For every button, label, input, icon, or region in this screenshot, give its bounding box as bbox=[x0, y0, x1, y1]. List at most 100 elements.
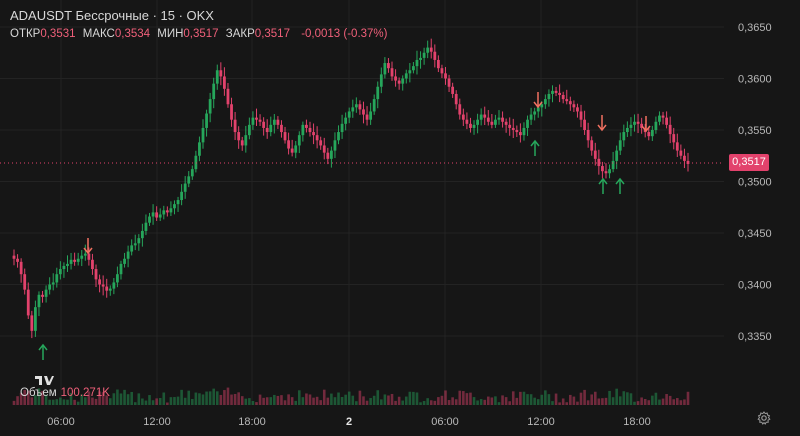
volume-bar bbox=[255, 402, 258, 405]
candle-body bbox=[479, 114, 483, 120]
candle-body bbox=[16, 258, 19, 262]
candle-body bbox=[383, 63, 387, 75]
candle-body bbox=[66, 263, 69, 266]
volume-bar bbox=[233, 393, 237, 405]
volume-bar bbox=[365, 400, 369, 405]
price-tick-label: 0,3350 bbox=[738, 331, 772, 343]
candle-body bbox=[98, 279, 101, 285]
volume-bar bbox=[369, 398, 372, 405]
close-value: 0,3517 bbox=[254, 28, 290, 40]
volume-bar bbox=[422, 400, 426, 405]
candle-body bbox=[590, 140, 594, 151]
volume-bar bbox=[269, 397, 273, 405]
candle-body bbox=[190, 169, 194, 177]
symbol-title[interactable]: ADAUSDT Бессрочные · 15 · OKX bbox=[10, 8, 214, 23]
candle-body bbox=[329, 150, 333, 159]
candle-body bbox=[283, 132, 287, 141]
volume-bar bbox=[37, 388, 41, 405]
candle-body bbox=[551, 90, 554, 94]
tradingview-logo-icon[interactable] bbox=[34, 373, 54, 385]
volume-bar bbox=[415, 392, 419, 405]
volume-bar bbox=[126, 394, 130, 405]
volume-bar bbox=[358, 390, 362, 405]
volume-bar bbox=[276, 395, 280, 405]
buy-arrow-icon bbox=[38, 343, 48, 360]
candle-body bbox=[558, 92, 562, 95]
candle-body bbox=[422, 52, 426, 58]
candle-body bbox=[212, 83, 216, 100]
candle-body bbox=[661, 115, 665, 118]
volume-bar bbox=[173, 397, 176, 405]
time-tick-label: 18:00 bbox=[238, 416, 266, 428]
last-price-tag: 0,3517 bbox=[729, 154, 769, 171]
volume-bar bbox=[251, 400, 255, 405]
gear-icon[interactable] bbox=[757, 411, 771, 425]
candle-body bbox=[486, 117, 490, 122]
open-label: ОТКР bbox=[10, 28, 41, 40]
candle-body bbox=[315, 135, 319, 141]
volume-bar bbox=[508, 401, 511, 405]
volume-bar bbox=[672, 399, 676, 405]
volume-bar bbox=[622, 391, 626, 405]
volume-bar bbox=[540, 394, 544, 405]
candle-body bbox=[333, 140, 337, 151]
volume-bar bbox=[155, 398, 158, 405]
change-value: -0,0013 (-0.37%) bbox=[301, 28, 388, 40]
volume-bar bbox=[683, 399, 686, 405]
price-tick-label: 0,3650 bbox=[738, 22, 772, 34]
volume-bar bbox=[608, 390, 611, 405]
candle-body bbox=[130, 245, 134, 252]
time-axis[interactable]: 06:00 12:00 18:00 2 06:00 12:00 18:00 bbox=[47, 416, 651, 428]
candle-body bbox=[401, 78, 405, 84]
volume-bar bbox=[590, 394, 594, 405]
candle-body bbox=[604, 171, 608, 174]
volume-bar bbox=[640, 397, 643, 405]
volume-bar bbox=[73, 399, 76, 405]
volume-bar bbox=[119, 393, 123, 405]
volume-bar bbox=[258, 394, 262, 405]
candle-body bbox=[351, 107, 355, 112]
price-tick-label: 0,3600 bbox=[738, 74, 772, 86]
volume-bar bbox=[294, 400, 298, 405]
volume-bar bbox=[76, 401, 80, 405]
volume-bar bbox=[205, 391, 208, 405]
time-tick-label: 12:00 bbox=[527, 416, 555, 428]
candle-body bbox=[636, 121, 640, 124]
candle-body bbox=[308, 127, 312, 133]
volume-bar bbox=[451, 397, 454, 405]
candle-body bbox=[247, 124, 251, 136]
candle-body bbox=[26, 289, 30, 316]
candle-body bbox=[255, 117, 258, 120]
candle-body bbox=[490, 121, 494, 125]
candle-body bbox=[586, 130, 590, 141]
candle-body bbox=[144, 222, 148, 231]
candle-body bbox=[69, 259, 73, 264]
candle-body bbox=[48, 284, 52, 290]
candle-body bbox=[547, 93, 551, 100]
volume-bar bbox=[226, 387, 230, 405]
candle-body bbox=[554, 90, 558, 93]
volume-bar bbox=[447, 400, 451, 405]
candle-body bbox=[151, 212, 155, 217]
candle-body bbox=[262, 121, 266, 128]
volume-bar bbox=[387, 395, 390, 405]
price-axis[interactable]: 0,3650 0,3600 0,3550 0,3500 0,3450 0,3400 0,33… bbox=[738, 22, 772, 343]
price-tick-label: 0,3550 bbox=[738, 125, 772, 137]
volume-bar bbox=[290, 397, 294, 405]
candle-body bbox=[579, 111, 583, 120]
candle-body bbox=[444, 73, 447, 79]
volume-bar bbox=[679, 400, 683, 405]
volume-bar bbox=[515, 397, 519, 405]
volume-bar bbox=[486, 396, 490, 405]
volume-bar bbox=[665, 394, 668, 405]
price-tick-label: 0,3400 bbox=[738, 280, 772, 292]
candle-body bbox=[672, 134, 676, 143]
candle-body bbox=[686, 160, 690, 164]
candle-body bbox=[237, 132, 241, 141]
candle-body bbox=[76, 258, 80, 262]
candle-body bbox=[33, 307, 37, 331]
volume-bar bbox=[565, 402, 569, 405]
volume-value: 100.271K bbox=[60, 387, 110, 399]
volume-bar bbox=[533, 397, 536, 405]
